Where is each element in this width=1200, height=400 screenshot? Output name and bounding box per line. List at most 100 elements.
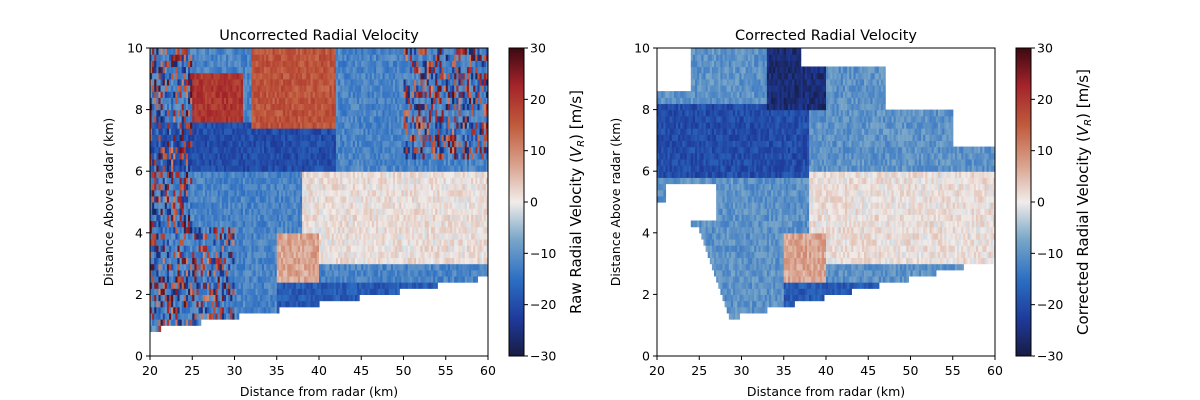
velocity-cell xyxy=(321,294,324,302)
velocity-cell xyxy=(354,54,358,61)
velocity-cell xyxy=(164,282,168,289)
velocity-cell xyxy=(344,238,348,246)
velocity-cell xyxy=(177,66,181,74)
velocity-cell xyxy=(251,269,255,277)
velocity-cell xyxy=(350,275,354,283)
velocity-cell xyxy=(156,282,160,289)
velocity-cell xyxy=(312,72,316,80)
velocity-cell xyxy=(371,282,375,289)
velocity-cell xyxy=(196,97,200,105)
velocity-cell xyxy=(242,232,246,240)
velocity-cell xyxy=(181,97,185,105)
velocity-cell xyxy=(219,257,223,265)
velocity-cell xyxy=(287,251,291,259)
velocity-cell xyxy=(219,140,223,148)
velocity-cell xyxy=(329,238,333,246)
velocity-cell xyxy=(280,109,284,117)
velocity-cell xyxy=(359,91,362,98)
velocity-cell xyxy=(287,60,291,68)
velocity-cell xyxy=(215,226,219,234)
velocity-cell xyxy=(209,115,212,123)
velocity-cell xyxy=(268,300,272,308)
velocity-cell xyxy=(150,282,153,289)
velocity-cell xyxy=(202,128,206,135)
velocity-cell xyxy=(152,54,155,61)
velocity-cell xyxy=(304,60,307,68)
velocity-cell xyxy=(314,121,318,129)
velocity-cell xyxy=(164,103,168,111)
velocity-cell xyxy=(175,245,179,252)
velocity-cell xyxy=(162,202,166,209)
velocity-cell xyxy=(380,152,383,160)
velocity-cell xyxy=(348,54,352,61)
velocity-cell xyxy=(188,134,191,141)
velocity-cell xyxy=(289,84,293,92)
velocity-cell xyxy=(251,103,255,111)
velocity-cell xyxy=(242,220,246,228)
velocity-cell xyxy=(369,84,373,92)
velocity-cell xyxy=(261,275,265,283)
velocity-cell xyxy=(376,232,379,240)
velocity-cell xyxy=(384,269,388,277)
velocity-cell xyxy=(160,165,164,172)
velocity-cell xyxy=(253,288,257,295)
velocity-cell xyxy=(200,245,204,252)
velocity-cell xyxy=(240,115,244,123)
velocity-cell xyxy=(384,121,388,129)
velocity-cell xyxy=(266,202,269,209)
velocity-cell xyxy=(283,97,286,105)
velocity-cell xyxy=(293,66,297,74)
velocity-cell xyxy=(302,214,305,222)
velocity-cell xyxy=(240,103,244,111)
velocity-cell xyxy=(335,140,339,148)
velocity-cell xyxy=(363,103,367,111)
velocity-cell xyxy=(316,158,320,166)
velocity-cell xyxy=(242,109,246,117)
velocity-cell xyxy=(204,84,208,92)
velocity-cell xyxy=(192,208,195,215)
velocity-cell xyxy=(200,183,204,191)
velocity-cell xyxy=(185,78,189,86)
velocity-cell xyxy=(213,72,217,80)
velocity-cell xyxy=(261,282,265,289)
velocity-cell xyxy=(297,300,301,308)
velocity-cell xyxy=(215,152,219,160)
velocity-cell xyxy=(234,306,238,314)
velocity-cell xyxy=(217,54,221,61)
velocity-cell xyxy=(376,72,379,80)
velocity-cell xyxy=(209,128,212,135)
velocity-cell xyxy=(350,245,354,252)
velocity-cell xyxy=(169,195,172,203)
velocity-cell xyxy=(240,263,244,271)
velocity-cell xyxy=(183,238,187,246)
velocity-cell xyxy=(380,183,383,191)
velocity-cell xyxy=(154,238,157,246)
velocity-cell xyxy=(226,109,229,117)
velocity-cell xyxy=(221,312,225,320)
velocity-cell xyxy=(310,245,314,252)
velocity-cell xyxy=(166,146,170,154)
velocity-cell xyxy=(257,214,261,222)
velocity-cell xyxy=(266,171,269,178)
velocity-cell xyxy=(177,171,181,178)
velocity-cell xyxy=(230,263,233,271)
velocity-cell xyxy=(259,97,263,105)
velocity-cell xyxy=(357,72,360,80)
velocity-cell xyxy=(198,97,202,105)
velocity-cell xyxy=(382,171,386,178)
velocity-cell xyxy=(215,183,219,191)
velocity-cell xyxy=(230,282,233,289)
velocity-cell xyxy=(207,66,210,74)
velocity-cell xyxy=(314,238,318,246)
velocity-cell xyxy=(164,146,168,154)
velocity-cell xyxy=(221,245,225,252)
velocity-cell xyxy=(200,60,204,68)
velocity-cell xyxy=(327,214,331,222)
velocity-cell xyxy=(198,103,202,111)
velocity-cell xyxy=(306,165,310,172)
velocity-cell xyxy=(306,226,310,234)
velocity-cell xyxy=(152,48,155,55)
velocity-cell xyxy=(238,152,242,160)
velocity-cell xyxy=(162,97,166,105)
velocity-cell xyxy=(367,91,371,98)
